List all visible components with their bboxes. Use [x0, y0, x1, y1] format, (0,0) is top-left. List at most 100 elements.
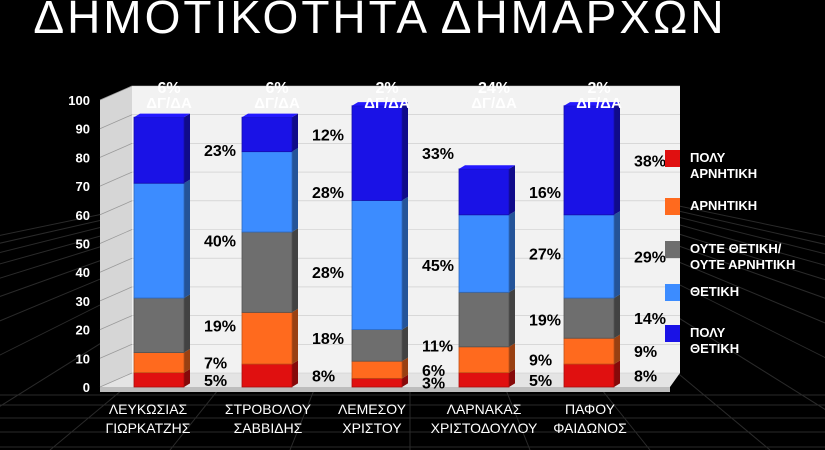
legend-swatch [665, 241, 680, 258]
bar-segment [133, 116, 185, 184]
dk-na-percent: 6% [157, 80, 180, 97]
gridline [99, 200, 133, 216]
data-label: 38% [634, 153, 666, 170]
page-title: ΔΗΜΟΤΙΚΟΤΗΤΑ ΔΗΜΑΡΧΩΝ [33, 0, 727, 43]
dk-na-percent: 6% [265, 80, 288, 97]
data-label: 3% [422, 376, 445, 393]
bar-segment-side [292, 308, 298, 365]
bar-segment [241, 151, 293, 233]
bar-segment [351, 105, 403, 201]
bar-segment-side [614, 334, 620, 365]
data-label: 19% [204, 318, 236, 335]
data-label: 45% [422, 258, 454, 275]
dk-na-percent: 2% [375, 80, 398, 97]
legend-swatch [665, 325, 680, 342]
data-label: 33% [422, 146, 454, 163]
legend-label: ΑΡΝΗΤΙΚΗ [690, 198, 757, 213]
bar-segment [458, 291, 510, 348]
y-tick-label: 60 [76, 208, 90, 223]
bar-segment [458, 214, 510, 293]
data-label: 9% [529, 353, 552, 370]
bar-segment-side [509, 369, 515, 387]
legend-label: ΠΟΛΥ [690, 325, 726, 340]
bar-segment [241, 363, 293, 388]
legend-label: ΑΡΝΗΤΙΚΗ [690, 166, 757, 181]
bar-segment-side [292, 360, 298, 387]
category-label: ΛΕΥΚΩΣΙΑΣ [109, 401, 188, 417]
bar-segment [563, 337, 615, 365]
category-label: ΧΡΙΣΤΟΔΟΥΛΟΥ [431, 420, 538, 436]
legend-swatch [665, 198, 680, 215]
dk-na-label: ΔΓ/ΔΑ [576, 95, 622, 112]
data-label: 18% [312, 331, 344, 348]
legend-label: ΟΥΤΕ ΘΕΤΙΚΗ/ [690, 241, 782, 256]
bar-segment [241, 231, 293, 313]
bar-segment-side [184, 369, 190, 387]
y-tick-label: 90 [76, 122, 90, 137]
bar-segment-side [402, 196, 408, 330]
data-label: 5% [204, 373, 227, 390]
bar-stack [241, 113, 298, 388]
data-label: 16% [529, 185, 561, 202]
legend-label: ΘΕΤΙΚΗ [690, 284, 739, 299]
legend-label: ΟΥΤΕ ΑΡΝΗΤΙΚΗ [690, 257, 795, 272]
y-tick-label: 70 [76, 179, 90, 194]
bar-stack [458, 165, 515, 388]
bar-segment [458, 346, 510, 374]
bar-stack [563, 102, 620, 388]
y-tick-label: 50 [76, 237, 90, 252]
bar-segment [351, 360, 403, 379]
bar-segment-side [292, 148, 298, 233]
bar-segment [563, 214, 615, 299]
legend-swatch [665, 150, 680, 167]
bar-segment [133, 182, 185, 299]
legend-label: ΠΟΛΥ [690, 150, 726, 165]
bar-segment-side [509, 343, 515, 373]
bar-segment-side [292, 228, 298, 313]
bar-segment [133, 297, 185, 353]
gridline [99, 372, 133, 388]
bar-top [459, 165, 515, 169]
bar-segment-side [402, 102, 408, 201]
data-label: 40% [204, 234, 236, 251]
category-label: ΦΑΙΔΩΝΟΣ [553, 420, 627, 436]
y-tick-label: 0 [83, 380, 90, 395]
bar-segment-side [184, 179, 190, 299]
data-label: 8% [634, 369, 657, 386]
category-label: ΓΙΩΡΚΑΤΖΗΣ [106, 420, 191, 436]
data-label: 5% [529, 373, 552, 390]
y-tick-label: 40 [76, 265, 90, 280]
bar-segment-side [402, 326, 408, 362]
bar-segment-side [184, 294, 190, 353]
bar-segment-side [402, 374, 408, 387]
bar-segment-side [614, 360, 620, 387]
dk-na-label: ΔΓ/ΔΑ [364, 95, 410, 112]
dk-na-label: ΔΓ/ΔΑ [254, 95, 300, 112]
bar-segment [458, 168, 510, 216]
category-label: ΣΤΡΟΒΟΛΟΥ [225, 401, 312, 417]
category-label: ΣΑΒΒΙΔΗΣ [234, 420, 303, 436]
gridline [99, 85, 133, 101]
bar-top [242, 113, 298, 118]
bar-segment-side [184, 113, 190, 184]
bar-top [564, 102, 620, 106]
bar-segment [563, 297, 615, 339]
data-label: 19% [529, 313, 561, 330]
y-tick-label: 20 [76, 323, 90, 338]
bar-segment-side [614, 211, 620, 299]
gridline [99, 143, 133, 158]
category-label: ΠΑΦΟΥ [565, 401, 616, 417]
y-axis: 0 10 20 30 40 50 60 70 80 90 100 [68, 93, 90, 395]
data-label: 12% [312, 127, 344, 144]
bar-segment [563, 363, 615, 388]
dk-na-percent: 24% [478, 80, 510, 97]
bar-segment [133, 372, 185, 388]
data-label: 29% [634, 249, 666, 266]
gridline [99, 171, 133, 187]
data-label: 7% [204, 356, 227, 373]
bar-stack [133, 113, 190, 388]
bar-segment-side [509, 288, 515, 347]
gridline [99, 229, 133, 244]
data-label: 8% [312, 369, 335, 386]
